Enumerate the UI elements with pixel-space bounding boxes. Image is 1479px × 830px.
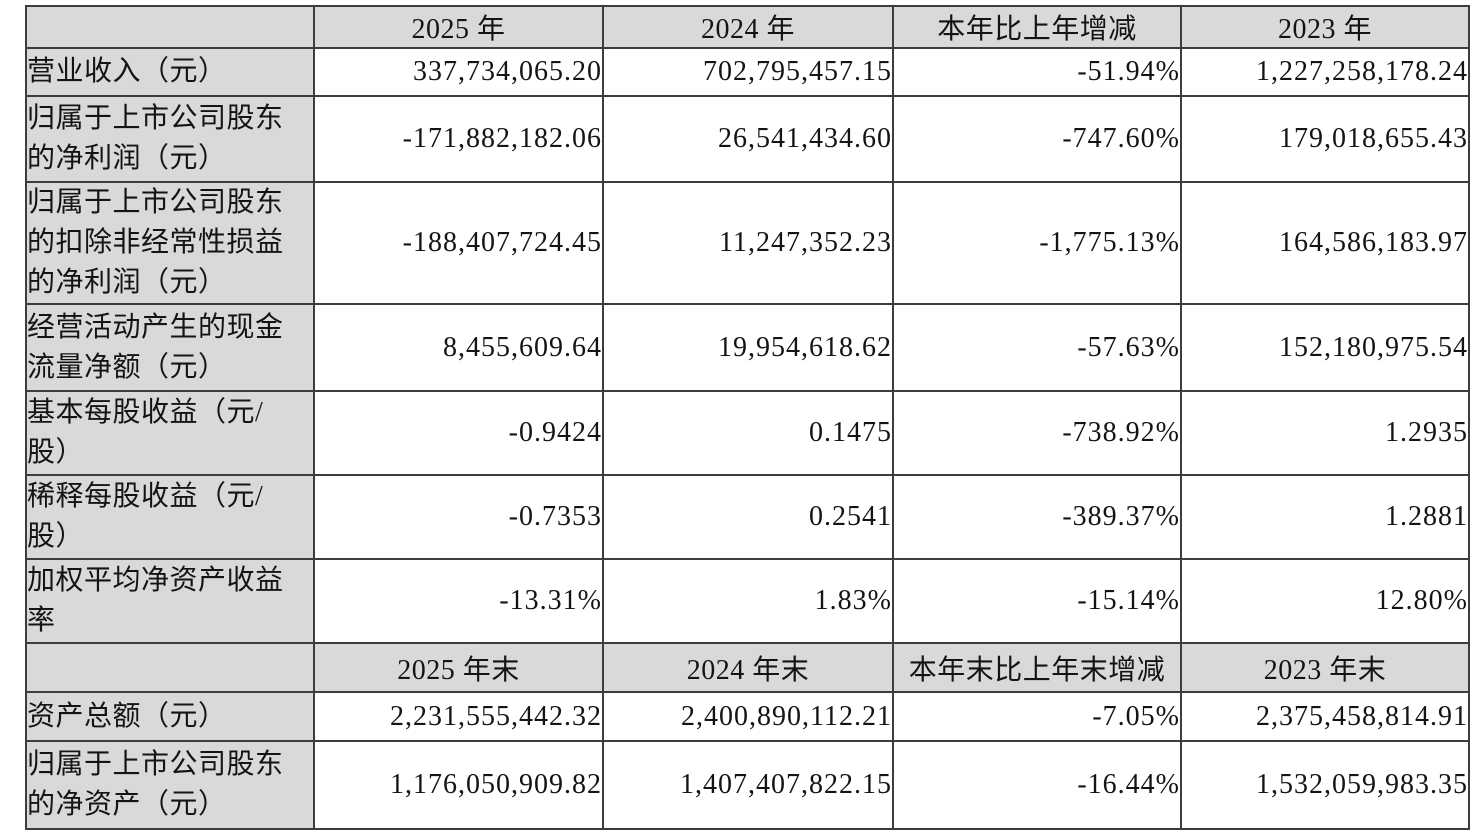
cell-net-profit-2024: 26,541,434.60 <box>602 95 894 183</box>
row-label-net-profit-excl-nonrecurring: 归属于上市公司股东 的扣除非经常性损益 的净利润（元） <box>25 181 315 305</box>
table-row-total-assets: 资产总额（元） 2,231,555,442.32 2,400,890,112.2… <box>25 691 1470 742</box>
cell-net-profit-2025: -171,882,182.06 <box>313 95 604 183</box>
cell-net-profit-yoy: -747.60% <box>892 95 1182 183</box>
cell-net-profit-excl-2025: -188,407,724.45 <box>313 181 604 305</box>
cell-cash-flow-yoy: -57.63% <box>892 303 1182 392</box>
header-2023: 2023 年 <box>1180 5 1470 49</box>
cell-revenue-2023: 1,227,258,178.24 <box>1180 47 1470 97</box>
cell-revenue-2025: 337,734,065.20 <box>313 47 604 97</box>
header-yoy-change: 本年比上年增减 <box>892 5 1182 49</box>
table-row-net-profit: 归属于上市公司股东 的净利润（元） -171,882,182.06 26,541… <box>25 95 1470 183</box>
cell-cash-flow-2025: 8,455,609.64 <box>313 303 604 392</box>
cell-revenue-yoy: -51.94% <box>892 47 1182 97</box>
cell-basic-eps-2024: 0.1475 <box>602 390 894 476</box>
cell-total-assets-2024: 2,400,890,112.21 <box>602 691 894 742</box>
table-row-operating-cash-flow: 经营活动产生的现金 流量净额（元） 8,455,609.64 19,954,61… <box>25 303 1470 392</box>
row-label-diluted-eps: 稀释每股收益（元/ 股） <box>25 474 315 560</box>
cell-total-assets-change: -7.05% <box>892 691 1182 742</box>
row-label-operating-cash-flow: 经营活动产生的现金 流量净额（元） <box>25 303 315 392</box>
row-label-basic-eps: 基本每股收益（元/ 股） <box>25 390 315 476</box>
cell-total-assets-2025: 2,231,555,442.32 <box>313 691 604 742</box>
cell-net-profit-2023: 179,018,655.43 <box>1180 95 1470 183</box>
table-row-diluted-eps: 稀释每股收益（元/ 股） -0.7353 0.2541 -389.37% 1.2… <box>25 474 1470 560</box>
cell-net-assets-2025: 1,176,050,909.82 <box>313 740 604 830</box>
cell-diluted-eps-2025: -0.7353 <box>313 474 604 560</box>
cell-roe-2025: -13.31% <box>313 558 604 644</box>
table-row-revenue: 营业收入（元） 337,734,065.20 702,795,457.15 -5… <box>25 47 1470 97</box>
row-label-revenue: 营业收入（元） <box>25 47 315 97</box>
header-blank-year-end <box>25 642 315 693</box>
row-label-net-profit: 归属于上市公司股东 的净利润（元） <box>25 95 315 183</box>
table-row-weighted-avg-roe: 加权平均净资产收益 率 -13.31% 1.83% -15.14% 12.80% <box>25 558 1470 644</box>
row-label-net-assets: 归属于上市公司股东 的净资产（元） <box>25 740 315 830</box>
header-2025-end: 2025 年末 <box>313 642 604 693</box>
cell-roe-2023: 12.80% <box>1180 558 1470 644</box>
header-2024: 2024 年 <box>602 5 894 49</box>
cell-basic-eps-yoy: -738.92% <box>892 390 1182 476</box>
cell-net-assets-2024: 1,407,407,822.15 <box>602 740 894 830</box>
cell-diluted-eps-yoy: -389.37% <box>892 474 1182 560</box>
row-label-weighted-avg-roe: 加权平均净资产收益 率 <box>25 558 315 644</box>
cell-net-assets-2023: 1,532,059,983.35 <box>1180 740 1470 830</box>
cell-total-assets-2023: 2,375,458,814.91 <box>1180 691 1470 742</box>
header-2025: 2025 年 <box>313 5 604 49</box>
header-year-end-change: 本年末比上年末增减 <box>892 642 1182 693</box>
header-2023-end: 2023 年末 <box>1180 642 1470 693</box>
table-row-basic-eps: 基本每股收益（元/ 股） -0.9424 0.1475 -738.92% 1.2… <box>25 390 1470 476</box>
year-end-header-row: 2025 年末 2024 年末 本年末比上年末增减 2023 年末 <box>25 642 1470 693</box>
cell-roe-yoy: -15.14% <box>892 558 1182 644</box>
header-blank-annual <box>25 5 315 49</box>
cell-basic-eps-2023: 1.2935 <box>1180 390 1470 476</box>
row-label-total-assets: 资产总额（元） <box>25 691 315 742</box>
table-row-net-profit-excl-nonrecurring: 归属于上市公司股东 的扣除非经常性损益 的净利润（元） -188,407,724… <box>25 181 1470 305</box>
cell-diluted-eps-2024: 0.2541 <box>602 474 894 560</box>
cell-basic-eps-2025: -0.9424 <box>313 390 604 476</box>
header-2024-end: 2024 年末 <box>602 642 894 693</box>
cell-net-profit-excl-2023: 164,586,183.97 <box>1180 181 1470 305</box>
table-row-net-assets: 归属于上市公司股东 的净资产（元） 1,176,050,909.82 1,407… <box>25 740 1470 830</box>
cell-diluted-eps-2023: 1.2881 <box>1180 474 1470 560</box>
cell-roe-2024: 1.83% <box>602 558 894 644</box>
cell-cash-flow-2023: 152,180,975.54 <box>1180 303 1470 392</box>
cell-cash-flow-2024: 19,954,618.62 <box>602 303 894 392</box>
cell-net-profit-excl-yoy: -1,775.13% <box>892 181 1182 305</box>
cell-revenue-2024: 702,795,457.15 <box>602 47 894 97</box>
cell-net-assets-change: -16.44% <box>892 740 1182 830</box>
financial-summary-table: 2025 年 2024 年 本年比上年增减 2023 年 营业收入（元） 337… <box>25 5 1470 830</box>
annual-header-row: 2025 年 2024 年 本年比上年增减 2023 年 <box>25 5 1470 49</box>
cell-net-profit-excl-2024: 11,247,352.23 <box>602 181 894 305</box>
